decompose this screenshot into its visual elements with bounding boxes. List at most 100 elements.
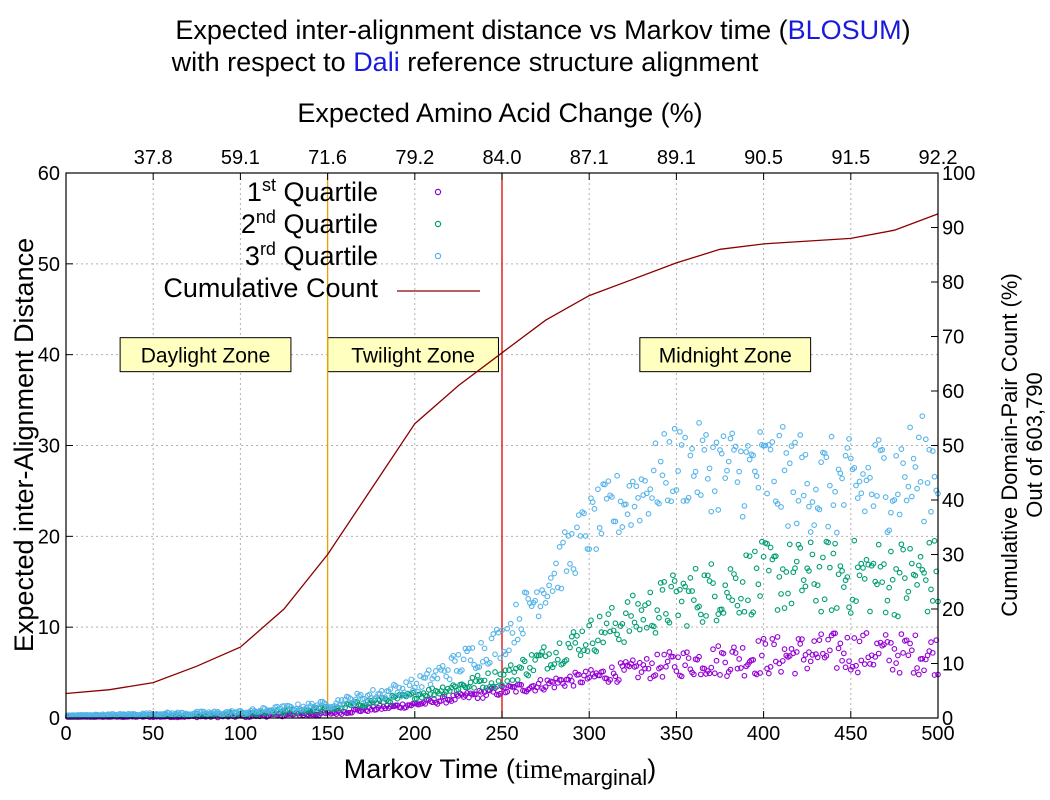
scatter-point: [759, 652, 765, 659]
scatter-point: [891, 497, 898, 503]
scatter-point: [755, 581, 762, 588]
x2-tick-label: 91.5: [831, 147, 870, 169]
scatter-point: [786, 541, 793, 548]
scatter-point: [928, 586, 934, 593]
scatter-point: [568, 530, 575, 537]
scatter-point: [842, 664, 849, 671]
scatter-point: [774, 500, 781, 507]
scatter-point: [401, 689, 408, 696]
x2-tick-label: 89.1: [657, 147, 696, 169]
scatter-point: [711, 670, 718, 677]
scatter-point: [729, 597, 736, 604]
scatter-point: [469, 674, 476, 681]
scatter-point: [759, 538, 765, 545]
scatter-point: [867, 661, 873, 667]
scatter-point: [633, 623, 640, 630]
scatter-point: [551, 570, 558, 577]
scatter-point: [706, 465, 713, 472]
scatter-point: [734, 479, 741, 485]
scatter-point: [914, 582, 920, 588]
scatter-point: [622, 610, 629, 617]
y-axis-label: Expected inter-Alignment Distance: [9, 238, 39, 652]
scatter-point: [746, 456, 753, 463]
scatter-point: [825, 636, 831, 643]
scatter-point: [732, 575, 739, 582]
scatter-point: [837, 563, 844, 569]
scatter-point: [828, 433, 835, 440]
scatter-point: [825, 523, 831, 530]
scatter-point: [727, 566, 734, 572]
scatter-point: [572, 570, 579, 577]
scatter-point: [340, 702, 347, 709]
scatter-point: [699, 437, 706, 444]
legend-marker: [434, 252, 442, 260]
scatter-point: [717, 672, 723, 678]
scatter-point: [863, 630, 870, 636]
scatter-point: [701, 447, 708, 453]
scatter-point: [410, 689, 416, 696]
scatter-point: [783, 450, 790, 456]
scatter-point: [425, 667, 432, 674]
scatter-point: [598, 629, 605, 636]
scatter-point: [715, 507, 722, 513]
scatter-point: [506, 647, 512, 654]
scatter-point: [544, 665, 551, 672]
scatter-point: [466, 645, 472, 652]
scatter-point: [535, 613, 542, 620]
scatter-point: [558, 585, 565, 592]
scatter-point: [800, 577, 807, 583]
scatter-point: [572, 640, 579, 646]
scatter-point: [615, 636, 622, 643]
y-tick-label: 50: [38, 254, 60, 276]
scatter-point: [907, 640, 913, 647]
scatter-point: [875, 541, 882, 548]
scatter-point: [811, 581, 818, 587]
scatter-point: [729, 430, 736, 437]
legend-label: Cumulative Count: [163, 273, 378, 303]
scatter-point: [769, 439, 776, 445]
scatter-point: [690, 671, 697, 678]
scatter-point: [856, 638, 863, 645]
scatter-point: [898, 631, 905, 637]
scatter-point: [912, 572, 919, 579]
scatter-point: [621, 639, 627, 646]
scatter-point: [541, 644, 547, 650]
scatter-point: [507, 620, 514, 627]
scatter-point: [908, 493, 915, 500]
y-tick-label: 40: [38, 345, 60, 367]
scatter-point: [696, 420, 702, 426]
scatter-point: [814, 582, 821, 589]
scatter-point: [336, 702, 343, 708]
scatter-point: [474, 695, 481, 702]
scatter-point: [85, 712, 92, 718]
y2-tick-label: 100: [942, 163, 975, 185]
scatter-point: [734, 665, 741, 672]
scatter-point: [635, 495, 641, 501]
scatter-point: [917, 479, 924, 485]
scatter-point: [657, 458, 664, 465]
scatter-point: [881, 561, 887, 567]
scatter-point: [833, 605, 840, 611]
scatter-point: [534, 589, 540, 595]
scatter-point: [680, 498, 687, 504]
x2-axis-ticks: 37.8 59.1 71.6 79.2 84.0 87.1 89.1 90.5 91.5 92.2: [134, 147, 957, 180]
y2-tick-label: 0: [942, 708, 953, 730]
scatter-point: [795, 497, 802, 504]
scatter-point: [868, 491, 875, 498]
scatter-point: [635, 674, 641, 681]
scatter-point: [835, 645, 842, 652]
scatter-point: [896, 569, 903, 576]
scatter-point: [914, 665, 920, 671]
scatter-point: [908, 647, 915, 654]
scatter-point: [893, 566, 899, 572]
scatter-point: [659, 674, 666, 680]
scatter-point: [792, 439, 798, 446]
scatter-point: [544, 593, 551, 600]
scatter-point: [521, 658, 528, 665]
scatter-point: [607, 628, 613, 635]
scatter-point: [896, 669, 903, 676]
legend-label: 3rd Quartile: [245, 239, 378, 271]
y-tick-label: 30: [38, 436, 60, 458]
scatter-point: [446, 676, 453, 683]
